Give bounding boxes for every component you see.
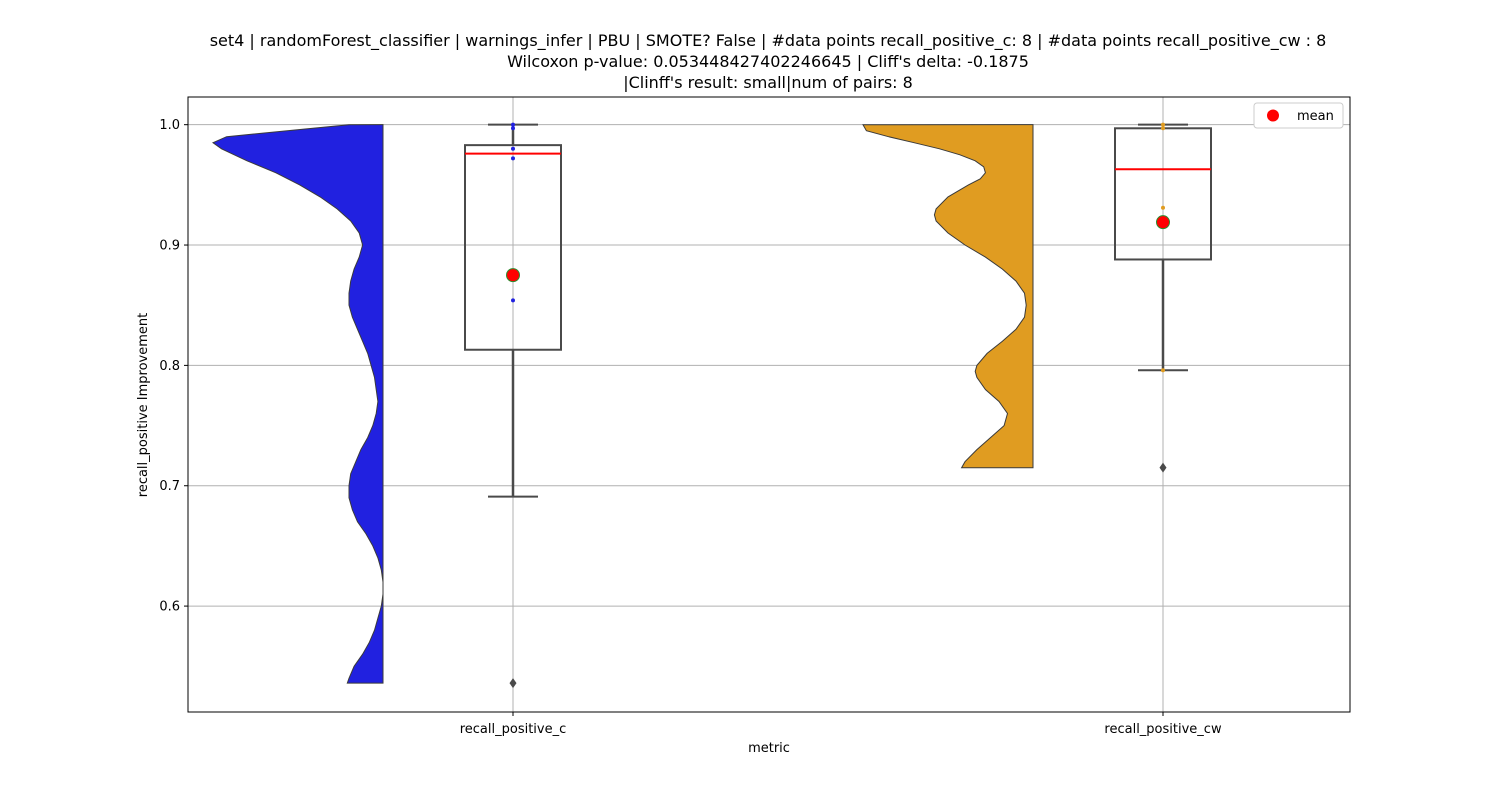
x-axis-label: metric — [748, 741, 790, 756]
plot-frame — [187, 96, 1351, 713]
y-axis-ticks: 0.6 0.7 0.8 0.9 1.0 — [159, 118, 188, 615]
box-recall_positive_c — [464, 144, 562, 351]
violin-layer — [211, 124, 1034, 684]
legend: mean — [1253, 102, 1344, 129]
legend-mean-label: mean — [1297, 109, 1334, 124]
outlier-recall_positive_cw — [1159, 462, 1167, 473]
y-axis-label: recall_positive Improvement — [136, 313, 151, 497]
x-axis-ticks: recall_positive_c recall_positive_cw — [460, 712, 1222, 737]
y-tick-label: 0.9 — [159, 239, 180, 254]
chart-title: set4 | randomForest_classifier | warning… — [210, 31, 1327, 92]
data-point-recall_positive_c — [511, 122, 515, 127]
data-point-recall_positive_c — [511, 126, 515, 131]
legend-frame — [1253, 102, 1344, 129]
outlier-recall_positive_c — [509, 678, 517, 689]
title-line-3: |Clinff's result: small|num of pairs: 8 — [623, 73, 913, 92]
data-point-recall_positive_cw — [1161, 122, 1165, 127]
title-line-1: set4 | randomForest_classifier | warning… — [210, 31, 1327, 51]
y-tick-label: 0.8 — [159, 359, 180, 374]
data-point-recall_positive_c — [511, 156, 515, 161]
y-tick-label: 1.0 — [159, 118, 180, 133]
data-point-recall_positive_cw — [1161, 368, 1165, 373]
legend-mean-marker — [1267, 109, 1279, 122]
x-tick-label: recall_positive_c — [460, 722, 567, 737]
mean-marker-recall_positive_c — [506, 268, 520, 283]
title-line-2: Wilcoxon p-value: 0.053448427402246645 |… — [507, 52, 1029, 71]
violin-recall_positive_cw — [862, 124, 1034, 469]
data-point-recall_positive_c — [511, 298, 515, 303]
box-layer — [464, 123, 1212, 689]
y-tick-label: 0.7 — [159, 479, 180, 494]
x-tick-label: recall_positive_cw — [1104, 722, 1222, 737]
data-point-recall_positive_cw — [1161, 205, 1165, 210]
data-point-recall_positive_cw — [1161, 126, 1165, 131]
point-layer — [506, 122, 1170, 373]
data-point-recall_positive_c — [511, 146, 515, 151]
mean-marker-recall_positive_cw — [1156, 215, 1170, 230]
y-tick-label: 0.6 — [159, 600, 180, 615]
violin-recall_positive_c — [211, 124, 384, 684]
